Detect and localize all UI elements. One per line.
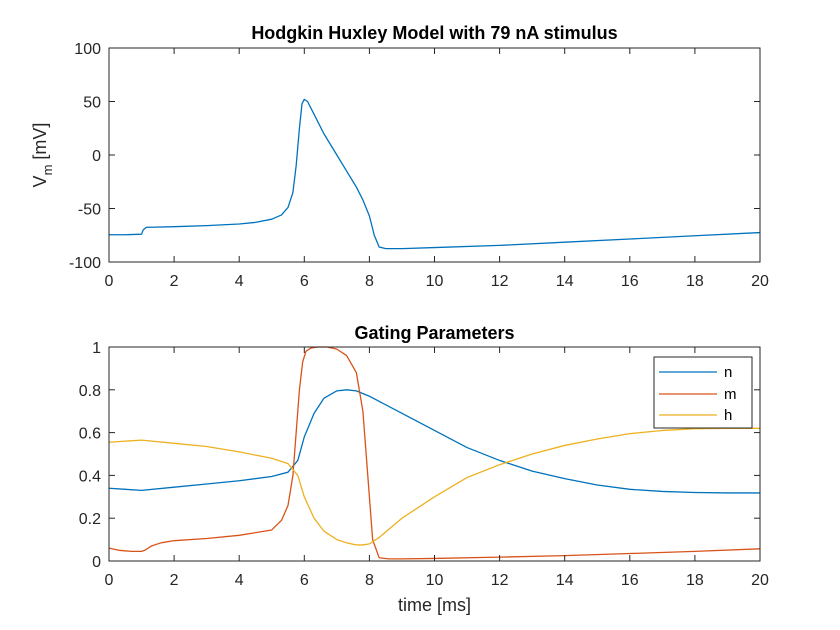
gating-xtick-label: 0 [105,572,114,589]
voltage-line-series-0 [109,98,761,250]
ylabel-unit: [mV] [30,123,50,165]
voltage-xtick-label: 12 [491,273,509,290]
gating-xtick-label: 20 [751,572,769,589]
gating-line-m [108,346,761,560]
legend-box [653,356,753,429]
voltage-xtick-label: 20 [751,273,769,290]
gating-xtick-label: 8 [365,572,374,589]
voltage-plot-ylabel: Vm [mV] [30,123,55,188]
gating-line-h [108,427,760,546]
gating-ytick-label: 0.2 [79,511,101,528]
voltage-xtick-label: 14 [556,273,574,290]
gating-ytick-label: 0.8 [79,383,101,400]
gating-legend: n m h [653,356,753,429]
voltage-xtick-label: 10 [426,273,444,290]
gating-plot-title: Gating Parameters [354,323,514,343]
gating-xtick-label: 18 [686,572,704,589]
gating-xtick-label: 2 [170,572,179,589]
voltage-xtick-label: 18 [686,273,704,290]
voltage-ytick-label: -50 [78,202,101,219]
gating-ytick-label: 1 [92,340,101,357]
voltage-ytick-label: 0 [92,148,101,165]
voltage-xtick-label: 16 [621,273,639,290]
legend-label-h: h [724,407,732,424]
gating-xtick-label: 4 [235,572,244,589]
voltage-xtick-label: 6 [300,273,309,290]
gating-ytick-label: 0.4 [79,468,101,485]
ylabel-subscript: m [40,165,55,176]
gating-xtick-label: 14 [556,572,574,589]
legend-label-n: n [724,364,732,381]
voltage-ytick-label: 100 [74,41,101,58]
voltage-ytick-label: -100 [69,255,101,272]
gating-ytick-label: 0 [92,554,101,571]
gating-xtick-label: 12 [491,572,509,589]
gating-line-n [108,389,760,494]
voltage-xtick-label: 0 [105,273,114,290]
gating-ytick-label: 0.6 [79,426,101,443]
gating-xtick-label: 10 [426,572,444,589]
gating-xtick-label: 6 [300,572,309,589]
gating-xtick-label: 16 [621,572,639,589]
voltage-xtick-label: 8 [365,273,374,290]
ylabel-main: V [30,175,50,187]
legend-label-m: m [724,386,737,403]
voltage-xtick-label: 4 [235,273,244,290]
gating-plot-xlabel: time [ms] [398,595,471,615]
voltage-plot-title: Hodgkin Huxley Model with 79 nA stimulus [251,23,617,43]
gating-plot: Gating Parameters 0 2 4 6 8 10 12 14 16 18 20 0 0.2 0… [79,323,769,615]
voltage-ytick-label: 50 [83,95,101,112]
voltage-xtick-label: 2 [170,273,179,290]
